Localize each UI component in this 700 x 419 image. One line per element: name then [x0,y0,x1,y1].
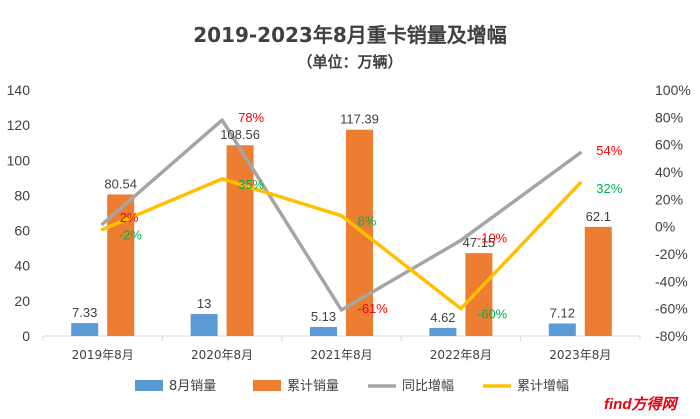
label-cumulative-growth: 32% [596,181,622,196]
legend-label: 同比增幅 [402,379,454,394]
label-cumulative-sales: 108.56 [220,127,260,142]
right-axis-tick: 40% [655,164,683,180]
point-yoy-growth [459,238,463,242]
bar-cumulative-sales [346,129,373,336]
label-monthly-sales: 5.13 [311,309,336,324]
bar-cumulative-sales [465,253,493,336]
axes-group: 0 20 40 60 80 100 120 140 -80% -60% -40% -20% 0% 20% 4… [7,82,691,362]
label-yoy-growth: 2% [120,210,139,225]
left-axis-tick: 60 [14,223,30,239]
chart-title: 2019-2023年8月重卡销量及增幅 [193,23,507,47]
watermark: find方得网 [604,395,679,413]
bar-cumulative-sales [226,145,254,336]
bar-monthly-sales [548,323,576,336]
x-axis-label: 2022年8月 [430,348,492,362]
bar-monthly-sales [429,327,457,336]
legend-label: 8月销量 [169,379,216,394]
point-cumulative-growth [340,214,343,218]
right-axis-tick: 100% [655,82,691,98]
label-yoy-growth: 54% [596,143,622,158]
legend-label: 累计增幅 [517,379,569,394]
left-axis-tick: 120 [7,117,31,133]
right-axis-tick: 80% [655,109,683,125]
point-yoy-growth [578,151,582,155]
label-cumulative-sales: 47.15 [463,235,496,250]
label-yoy-growth: -61% [358,301,389,316]
line-cumulative-growth [100,177,583,311]
lines-group [100,118,583,312]
right-axis-tick: 0% [655,219,675,235]
left-axis-tick: 140 [7,82,31,98]
chart-subtitle: （单位：万辆） [297,53,402,71]
legend-swatch [253,380,281,391]
left-axis-tick: 20 [14,293,30,309]
legend-swatch [135,380,163,391]
left-axis-tick: 40 [14,258,30,274]
label-yoy-growth: 78% [238,110,264,125]
left-axis-tick: 80 [14,187,30,203]
label-cumulative-growth: 35% [238,177,264,192]
label-monthly-sales: 7.12 [550,305,575,320]
label-cumulative-sales: 62.1 [586,209,611,224]
label-cumulative-growth: -60% [477,307,508,322]
label-cumulative-sales: 80.54 [104,176,137,191]
label-cumulative-growth: -2% [119,227,143,242]
bar-monthly-sales [310,326,337,336]
right-axis-tick: -20% [655,246,688,262]
right-axis-tick: -80% [655,328,688,344]
right-axis-tick: -40% [655,273,688,289]
label-yoy-growth: -10% [477,230,508,245]
point-yoy-growth [340,308,343,312]
label-cumulative-growth: 8% [358,214,377,229]
left-axis-tick: 100 [7,152,31,168]
point-cumulative-growth [459,307,463,311]
label-monthly-sales: 13 [197,296,211,311]
label-monthly-sales: 7.33 [72,305,97,320]
x-axis-label: 2019年8月 [72,348,134,362]
legend-label: 累计销量 [287,379,339,394]
right-axis-tick: 60% [655,137,683,153]
bar-monthly-sales [71,323,99,336]
right-axis-tick: 20% [655,191,683,207]
label-cumulative-sales: 117.39 [340,112,379,127]
data-labels-group: 7.33 13 5.13 4.62 7.12 80.54 108.56 117.39 47.15… [72,110,623,325]
right-axis-tick: -60% [655,301,688,317]
bar-monthly-sales [190,314,218,336]
legend: 8月销量 累计销量 同比增幅 累计增幅 [135,379,569,394]
x-axis-label: 2023年8月 [549,348,611,362]
point-cumulative-growth [101,227,105,231]
bar-cumulative-sales [584,226,612,336]
label-monthly-sales: 4.62 [430,310,455,325]
x-axis-label: 2021年8月 [310,348,372,362]
point-yoy-growth [220,118,224,122]
bars-group [71,129,612,336]
point-cumulative-growth [220,177,224,181]
point-yoy-growth [101,222,105,226]
point-cumulative-growth [578,181,582,185]
watermark-text: find方得网 [604,395,679,413]
x-axis-label: 2020年8月 [191,348,253,362]
left-axis-tick: 0 [22,328,30,344]
